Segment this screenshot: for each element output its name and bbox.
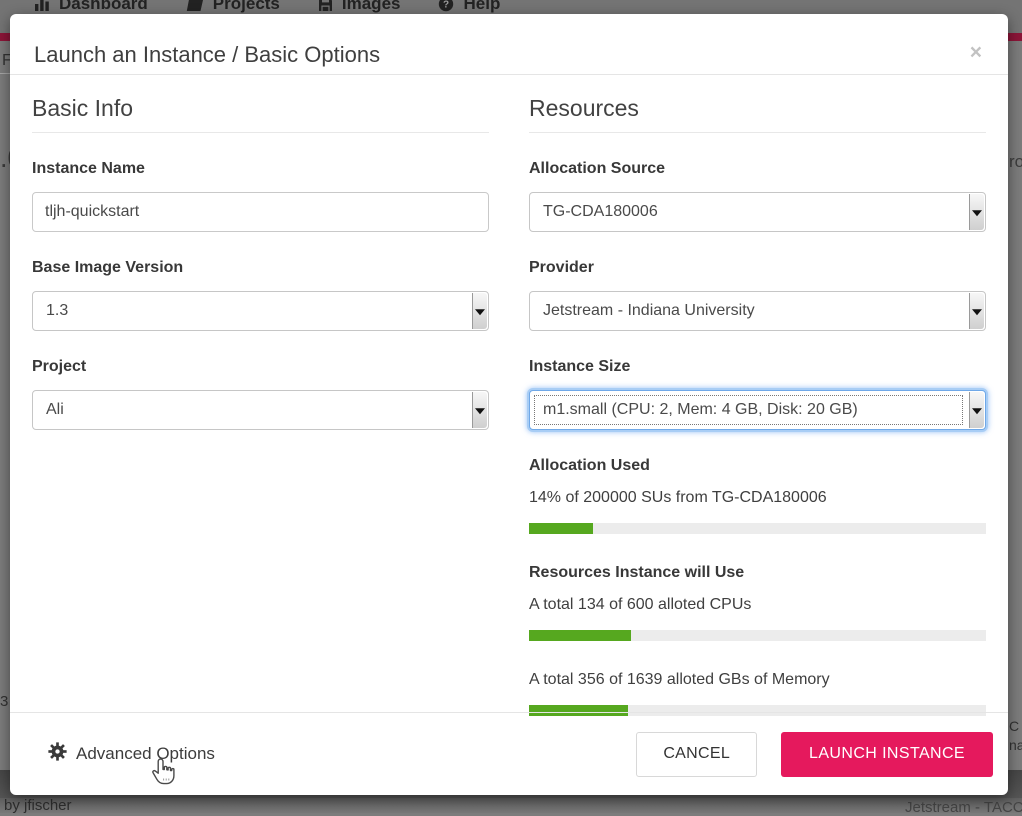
allocation-source-select[interactable]: TG-CDA180006 [529, 192, 986, 232]
allocation-used-text: 14% of 200000 SUs from TG-CDA180006 [529, 489, 827, 506]
modal-footer: Advanced Options CANCEL LAUNCH INSTANCE [10, 712, 1008, 795]
select-value: TG-CDA180006 [543, 203, 658, 220]
basic-info-section: Basic Info Instance Name Base Image Vers… [32, 75, 489, 712]
nav-label: Dashboard [59, 0, 148, 13]
background-footer-strip [0, 798, 1022, 813]
select-value: m1.small (CPU: 2, Mem: 4 GB, Disk: 20 GB… [543, 401, 858, 418]
background-text-fragment: ro [1009, 152, 1022, 171]
resources-section: Resources Allocation Source TG-CDA180006… [529, 75, 986, 716]
chevron-down-icon [969, 293, 984, 329]
allocation-used-progress [529, 523, 986, 534]
launch-instance-modal: Launch an Instance / Basic Options × Bas… [10, 14, 1008, 795]
allocation-source-label: Allocation Source [529, 160, 666, 177]
chevron-down-icon [969, 392, 984, 428]
nav-item-images[interactable]: Images [318, 0, 401, 14]
nav-item-help[interactable]: ? Help [438, 0, 500, 14]
nav-item-projects[interactable]: Projects [186, 0, 280, 14]
usage-heading: Resources Instance will Use [529, 564, 745, 581]
instance-name-label: Instance Name [32, 160, 145, 177]
basic-info-heading: Basic Info [32, 95, 489, 133]
instance-size-select[interactable]: m1.small (CPU: 2, Mem: 4 GB, Disk: 20 GB… [529, 390, 986, 430]
nav-item-dashboard[interactable]: Dashboard [34, 0, 148, 14]
cancel-button[interactable]: CANCEL [636, 731, 758, 777]
background-divider-fragment [0, 73, 10, 74]
advanced-options-button[interactable]: Advanced Options [48, 742, 215, 766]
select-value: Jetstream - Indiana University [543, 302, 755, 319]
chevron-down-icon [969, 194, 984, 230]
help-circle-icon: ? [438, 0, 454, 12]
progress-fill [529, 523, 593, 534]
nav-label: Help [463, 0, 501, 13]
close-icon[interactable]: × [969, 41, 982, 64]
folder-icon [186, 0, 204, 12]
advanced-options-label: Advanced Options [76, 744, 215, 763]
memory-usage-text: A total 356 of 1639 alloted GBs of Memor… [529, 671, 830, 688]
footer-buttons: CANCEL LAUNCH INSTANCE [636, 731, 993, 777]
bar-chart-icon [34, 0, 50, 12]
image-author-text: by jfischer [4, 797, 72, 814]
gear-icon [48, 742, 67, 766]
provider-select[interactable]: Jetstream - Indiana University [529, 291, 986, 331]
modal-body: Basic Info Instance Name Base Image Vers… [10, 75, 1008, 716]
instance-name-input[interactable] [32, 192, 489, 232]
progress-fill [529, 630, 631, 641]
launch-instance-button[interactable]: LAUNCH INSTANCE [781, 731, 993, 777]
floppy-icon [318, 0, 333, 12]
chevron-down-icon [472, 293, 487, 329]
allocation-used-label: Allocation Used [529, 457, 650, 474]
provider-label: Provider [529, 259, 594, 276]
progress-fill [529, 705, 629, 716]
cpu-usage-progress [529, 630, 986, 641]
instance-size-label: Instance Size [529, 358, 631, 375]
provider-text: Jetstream - TACC [905, 799, 1022, 816]
background-text-fragment: C [1009, 718, 1020, 734]
nav-label: Projects [212, 0, 280, 13]
select-value: 1.3 [46, 302, 69, 319]
focus-outline [534, 395, 963, 425]
select-value: Ali [46, 401, 64, 418]
svg-text:?: ? [443, 0, 449, 11]
memory-usage-progress [529, 705, 986, 716]
background-text-fragment: na [1009, 737, 1022, 753]
modal-title: Launch an Instance / Basic Options [34, 42, 381, 67]
project-select[interactable]: Ali [32, 390, 489, 430]
chevron-down-icon [472, 392, 487, 428]
nav-label: Images [341, 0, 401, 13]
modal-header: Launch an Instance / Basic Options × [10, 14, 1008, 75]
base-image-version-select[interactable]: 1.3 [32, 291, 489, 331]
cpu-usage-text: A total 134 of 600 alloted CPUs [529, 596, 752, 613]
resources-heading: Resources [529, 95, 986, 133]
base-image-version-label: Base Image Version [32, 259, 184, 276]
project-label: Project [32, 358, 87, 375]
